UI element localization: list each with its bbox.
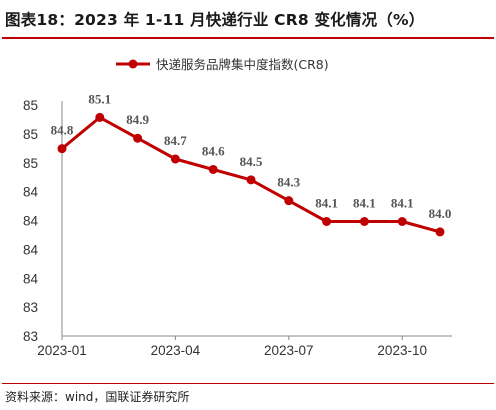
- series-cr8: [57, 112, 445, 237]
- y-tick-label: 84: [23, 242, 39, 257]
- data-point: [95, 112, 105, 122]
- data-point: [435, 227, 445, 237]
- source-divider: [2, 383, 494, 384]
- data-point: [322, 217, 332, 226]
- y-tick-label: 85: [23, 98, 38, 113]
- axes: [61, 101, 452, 337]
- data-point: [397, 217, 407, 226]
- line-chart: 快递服务品牌集中度指数(CR8) 83 83 84 84 84 84 85 85 85 2023…: [23, 57, 452, 358]
- data-labels: 84.8 85.1 84.9 84.7 84.6 84.5 84.3 84.1 84.1 84.1…: [51, 91, 452, 221]
- x-tick-label: 2023-07: [264, 343, 314, 358]
- data-label: 84.7: [164, 133, 187, 148]
- data-label: 85.1: [88, 91, 111, 106]
- data-label: 84.1: [353, 196, 376, 211]
- source-note: 资料来源：wind，国联证券研究所: [5, 390, 190, 404]
- y-tick-label: 83: [23, 300, 38, 315]
- x-tick-label: 2023-01: [37, 343, 87, 358]
- legend-label: 快递服务品牌集中度指数(CR8): [156, 57, 329, 72]
- x-tick-label: 2023-10: [377, 343, 427, 358]
- data-label: 84.0: [429, 206, 452, 221]
- x-axis-ticks: 2023-01 2023-04 2023-07 2023-10: [37, 336, 427, 358]
- title-divider: [2, 37, 494, 39]
- data-label: 84.1: [315, 196, 338, 211]
- data-point: [133, 133, 143, 143]
- figure-title: 图表18：2023 年 1-11 月快递行业 CR8 变化情况（%）: [5, 11, 425, 29]
- y-tick-label: 85: [23, 156, 38, 171]
- x-tick-label: 2023-04: [151, 343, 201, 358]
- y-tick-label: 84: [23, 214, 39, 229]
- y-tick-label: 84: [23, 185, 39, 200]
- legend: 快递服务品牌集中度指数(CR8): [116, 57, 329, 72]
- data-point: [246, 175, 256, 185]
- data-point: [57, 144, 67, 154]
- data-point: [284, 196, 294, 206]
- series-line: [61, 115, 441, 234]
- y-tick-label: 85: [23, 127, 38, 142]
- legend-marker-swatch: [128, 59, 138, 69]
- data-label: 84.1: [391, 196, 414, 211]
- y-tick-label: 84: [23, 271, 39, 286]
- data-point: [170, 154, 180, 164]
- data-label: 84.6: [202, 143, 225, 158]
- y-tick-label: 83: [23, 329, 38, 344]
- data-label: 84.3: [277, 175, 300, 190]
- data-point: [359, 217, 369, 226]
- y-axis-ticks: 83 83 84 84 84 84 85 85 85: [23, 98, 39, 344]
- data-label: 84.9: [126, 112, 149, 127]
- data-label: 84.5: [240, 154, 263, 169]
- data-point: [208, 164, 218, 174]
- data-label: 84.8: [51, 123, 74, 138]
